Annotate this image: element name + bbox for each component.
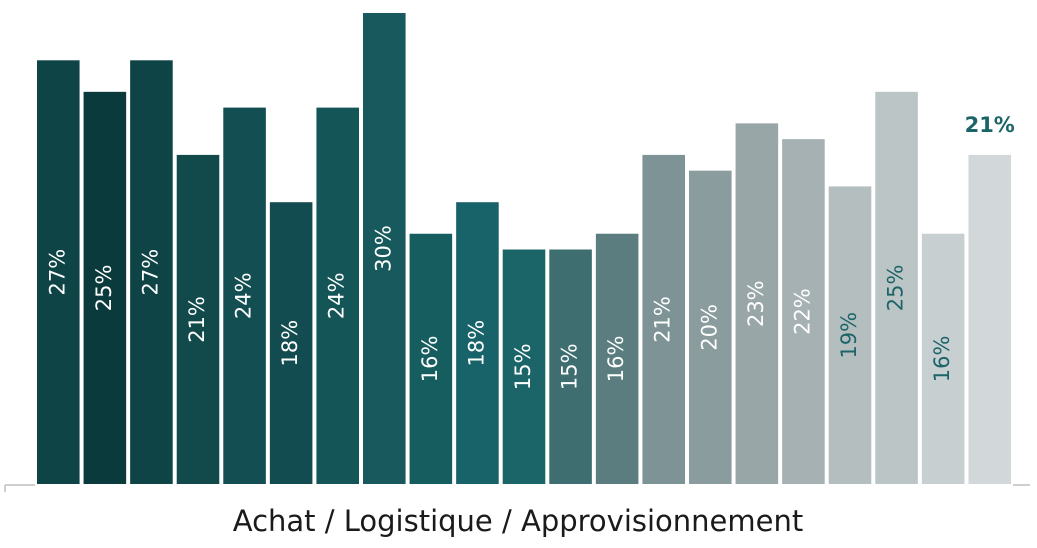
bar (35, 58, 82, 487)
bar (919, 231, 967, 486)
value-label: 21% (651, 296, 675, 343)
bar (221, 105, 268, 486)
bar (640, 152, 688, 486)
value-label: 23% (744, 280, 768, 327)
bar (267, 200, 315, 486)
value-label: 16% (604, 336, 628, 383)
bar (687, 168, 734, 487)
bar (314, 105, 361, 486)
value-label: 15% (511, 343, 535, 390)
bar (174, 152, 222, 486)
value-label: 19% (837, 312, 861, 359)
bar (81, 89, 129, 486)
x-axis-title: Achat / Logistique / Approvisionnement (233, 504, 803, 538)
value-label: 27% (138, 249, 162, 296)
value-label: 25% (92, 265, 116, 312)
value-label: 25% (884, 265, 908, 312)
value-label: 18% (278, 320, 302, 367)
value-label: 21% (965, 113, 1015, 137)
bar (873, 89, 920, 486)
value-label: 20% (697, 304, 721, 351)
bar (407, 231, 455, 486)
value-label: 27% (45, 249, 69, 296)
bar (966, 152, 1014, 486)
value-label: 21% (185, 296, 209, 343)
value-label: 18% (464, 320, 488, 367)
bar (361, 11, 408, 486)
value-label: 15% (558, 343, 582, 390)
bar (826, 184, 874, 487)
value-label: 22% (790, 288, 814, 335)
value-label: 30% (371, 225, 395, 272)
bar (780, 137, 827, 486)
bar (128, 58, 175, 487)
value-label: 16% (418, 336, 442, 383)
value-label: 24% (325, 272, 349, 319)
bar (500, 247, 548, 486)
bar (733, 121, 781, 486)
bar (547, 247, 594, 486)
value-label: 16% (930, 336, 954, 383)
value-label: 24% (232, 272, 256, 319)
bar (454, 200, 501, 486)
bar (593, 231, 641, 486)
